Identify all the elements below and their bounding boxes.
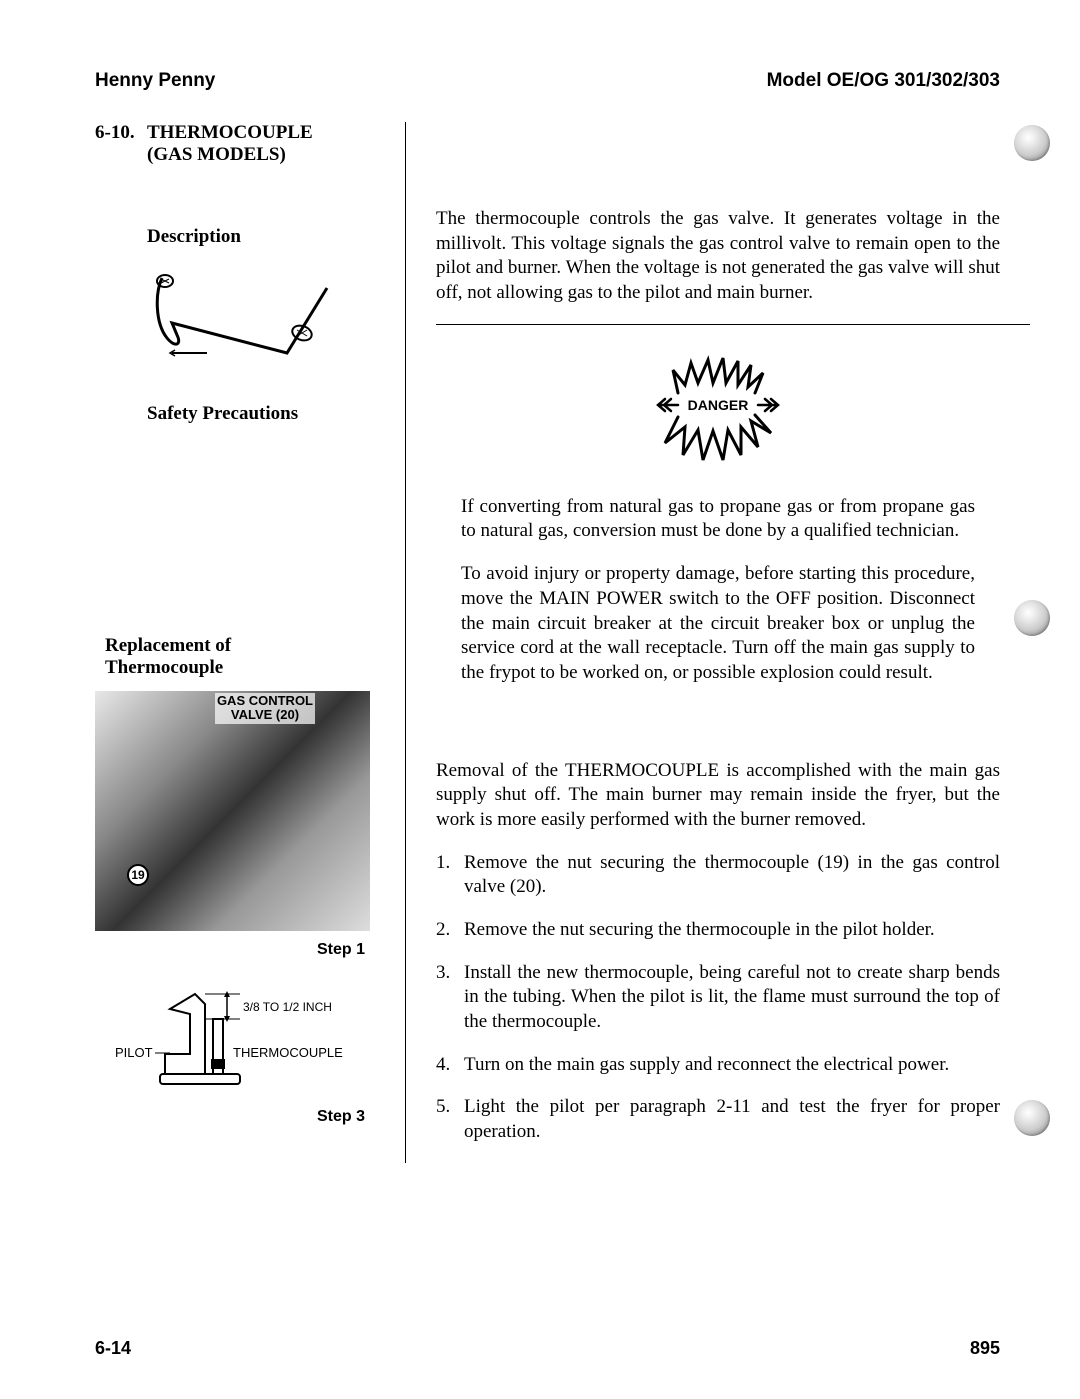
pilot-text: PILOT <box>115 1045 153 1060</box>
description-heading: Description <box>147 226 380 248</box>
step3-label: Step 3 <box>95 1108 365 1126</box>
pilot-diagram: 3/8 TO 1/2 INCH PILOT THERMOCOUPLE <box>115 979 380 1104</box>
dim-text: 3/8 TO 1/2 INCH <box>243 1000 332 1014</box>
footer-page-ref: 6-14 <box>95 1338 131 1359</box>
section-number: 6-10. <box>95 122 147 166</box>
step-item: Light the pilot per paragraph 2-11 and t… <box>436 1095 1000 1144</box>
punch-hole <box>1014 600 1050 636</box>
model-text: Model OE/OG 301/302/303 <box>767 70 1000 92</box>
step-item: Remove the nut securing the thermocouple… <box>436 851 1000 900</box>
step1-label: Step 1 <box>95 941 365 959</box>
callout-19: 19 <box>127 864 149 886</box>
footer-page-num: 895 <box>970 1338 1000 1359</box>
right-column: The thermocouple controls the gas valve.… <box>405 122 1000 1163</box>
brand-text: Henny Penny <box>95 70 215 92</box>
page-footer: 6-14 895 <box>95 1338 1000 1359</box>
punch-hole <box>1014 125 1050 161</box>
danger-word: DANGER <box>688 397 749 413</box>
danger-symbol: DANGER <box>436 355 1000 470</box>
danger-para-1: If converting from natural gas to propan… <box>461 495 975 544</box>
left-column: 6-10. THERMOCOUPLE (GAS MODELS) Descript… <box>95 122 405 1163</box>
thermo-text: THERMOCOUPLE <box>233 1045 343 1060</box>
divider <box>436 324 1030 325</box>
photo-label-valve: GAS CONTROL VALVE (20) <box>215 693 315 724</box>
danger-para-2: To avoid injury or property damage, befo… <box>461 562 975 685</box>
gas-valve-photo: GAS CONTROL VALVE (20) 19 <box>95 691 370 931</box>
section-title: THERMOCOUPLE (GAS MODELS) <box>147 122 313 166</box>
step-item: Turn on the main gas supply and reconnec… <box>436 1053 1000 1078</box>
danger-text-block: If converting from natural gas to propan… <box>436 495 1000 686</box>
replacement-heading: Replacement of Thermocouple <box>105 635 380 679</box>
safety-heading: Safety Precautions <box>147 403 380 425</box>
removal-paragraph: Removal of the THERMOCOUPLE is accomplis… <box>436 759 1000 833</box>
thermocouple-sketch <box>147 263 380 378</box>
section-heading: 6-10. THERMOCOUPLE (GAS MODELS) <box>95 122 380 166</box>
step-item: Install the new thermocouple, being care… <box>436 961 1000 1035</box>
step-list: Remove the nut securing the thermocouple… <box>436 851 1000 1145</box>
step-item: Remove the nut securing the thermocouple… <box>436 918 1000 943</box>
description-paragraph: The thermocouple controls the gas valve.… <box>436 207 1000 306</box>
page-header: Henny Penny Model OE/OG 301/302/303 <box>95 70 1000 92</box>
punch-hole <box>1014 1100 1050 1136</box>
